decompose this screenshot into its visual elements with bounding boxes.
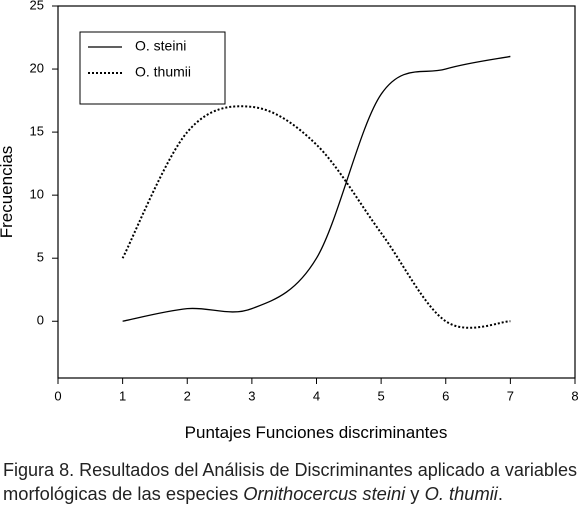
- x-tick-label: 3: [248, 388, 255, 403]
- caption-text: Figura 8. Resultados del Análisis de Dis…: [3, 460, 577, 480]
- caption-text: O. thumii: [425, 484, 499, 504]
- y-tick-label: 25: [30, 0, 44, 12]
- caption-text: Ornithocercus steini: [243, 484, 406, 504]
- x-tick-label: 5: [378, 388, 385, 403]
- y-tick-label: 15: [30, 124, 44, 139]
- legend-label: O. thumii: [135, 64, 191, 80]
- caption-text: .: [498, 484, 503, 504]
- legend-box: [79, 31, 226, 105]
- y-tick-label: 5: [37, 250, 44, 265]
- x-tick-label: 4: [313, 388, 320, 403]
- legend: O. steini O. thumii: [79, 31, 226, 105]
- x-tick-label: 8: [571, 388, 578, 403]
- legend-label: O. steini: [135, 38, 186, 54]
- y-tick-label: 10: [30, 187, 44, 202]
- x-tick-label: 7: [507, 388, 514, 403]
- y-axis-label: Frecuencias: [0, 146, 16, 239]
- y-tick-label: 0: [37, 313, 44, 328]
- x-tick-label: 1: [119, 388, 126, 403]
- series-line: [121, 105, 511, 329]
- caption-text: morfológicas de las especies: [3, 484, 243, 504]
- x-axis-label: Puntajes Funciones discriminantes: [185, 423, 448, 442]
- x-tick-label: 2: [184, 388, 191, 403]
- x-tick-label: 0: [54, 388, 61, 403]
- y-tick-label: 20: [30, 60, 44, 75]
- caption-line: morfológicas de las especies Ornithocerc…: [3, 484, 503, 504]
- caption-line: Figura 8. Resultados del Análisis de Dis…: [3, 460, 577, 480]
- x-tick-label: 6: [442, 388, 449, 403]
- caption-text: y: [405, 484, 424, 504]
- series-line: [122, 55, 511, 322]
